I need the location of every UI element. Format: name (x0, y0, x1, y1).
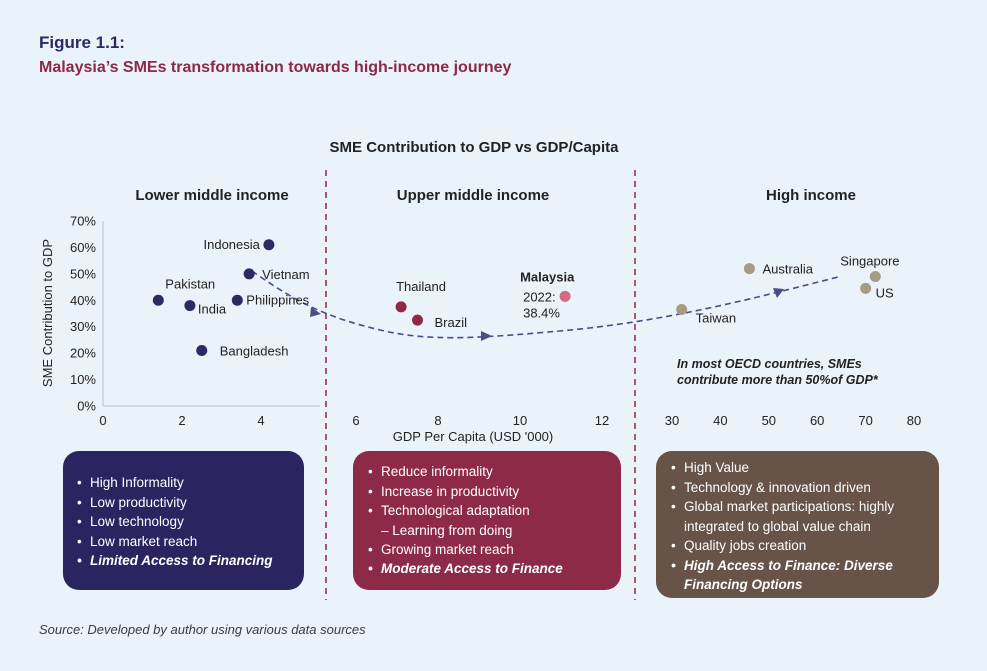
y-tick-label: 40% (70, 293, 96, 308)
box3-item: Technology & innovation driven (671, 478, 927, 498)
y-tick-label: 50% (70, 266, 96, 281)
data-point-label: Vietnam (262, 267, 309, 282)
y-tick-label: 10% (70, 372, 96, 387)
data-point-label: Brazil (435, 315, 468, 330)
x-tick-label: 50 (762, 413, 776, 428)
panel-header: Lower middle income (135, 187, 288, 204)
trend-arrow (310, 307, 321, 317)
trend-arrow (773, 288, 784, 298)
box1-item: Low technology (77, 512, 292, 532)
data-point-label: Pakistan (165, 276, 215, 291)
x-tick-label: 30 (665, 413, 679, 428)
oecd-note: In most OECD countries, SMEs (677, 357, 862, 371)
x-tick-label: 12 (595, 413, 609, 428)
y-tick-label: 70% (70, 214, 96, 229)
box1-item: High Informality (77, 473, 292, 493)
x-tick-label: 6 (352, 413, 359, 428)
data-point (412, 314, 423, 326)
data-point (869, 271, 881, 282)
box3-item: High Value (671, 458, 927, 478)
x-tick-label: 2 (178, 413, 185, 428)
trend-curve (251, 270, 839, 339)
data-point (860, 282, 872, 294)
trend-arrow (481, 331, 492, 341)
figure-title: Malaysia’s SMEs transformation towards h… (39, 59, 512, 76)
box1-item: Low productivity (77, 493, 292, 513)
data-point-label: Bangladesh (220, 344, 289, 359)
box2-item: Technological adaptation (368, 501, 609, 521)
x-tick-label: 70 (858, 413, 872, 428)
data-point (676, 304, 688, 316)
data-point (184, 300, 196, 312)
box1-item: Low market reach (77, 532, 292, 552)
panel-header: Upper middle income (397, 187, 550, 204)
figure-label: Figure 1.1: (39, 33, 125, 52)
x-axis-label: GDP Per Capita (USD '000) (393, 429, 553, 444)
data-point (243, 268, 255, 280)
x-tick-label: 10 (513, 413, 527, 428)
lower-middle-income-box: High Informality Low productivity Low te… (63, 451, 304, 590)
box2-item: Reduce informality (368, 462, 609, 482)
box3-emphasis: High Access to Finance: Diverse Financin… (671, 556, 927, 595)
data-point (196, 345, 208, 356)
data-point-label: Taiwan (696, 311, 736, 326)
y-tick-label: 30% (70, 319, 96, 334)
data-point (743, 263, 755, 275)
data-point-label: Singapore (840, 254, 899, 269)
data-point-label: Indonesia (204, 237, 261, 252)
chart-title: SME Contribution to GDP vs GDP/Capita (330, 139, 620, 156)
x-tick-label: 80 (907, 413, 921, 428)
x-tick-label: 8 (434, 413, 441, 428)
data-point-label: Australia (762, 262, 813, 277)
data-point (152, 294, 164, 306)
x-tick-label: 4 (257, 413, 264, 428)
data-point (559, 290, 571, 302)
y-tick-label: 20% (70, 346, 96, 361)
box3-item: Global market participations: highly int… (671, 497, 927, 536)
data-point-label: Philippines (246, 292, 309, 307)
data-point-label: Malaysia (520, 269, 575, 284)
data-point-note: 2022: (523, 289, 556, 304)
y-tick-label: 60% (70, 240, 96, 255)
upper-middle-income-box: Reduce informality Increase in productiv… (353, 451, 621, 590)
data-point-label: US (876, 285, 894, 300)
data-point-label: Thailand (396, 279, 446, 294)
data-point (231, 294, 243, 306)
box2-item: Increase in productivity (368, 482, 609, 502)
panel-header: High income (766, 187, 856, 204)
box2-sub-item: – Learning from doing (381, 522, 513, 538)
y-axis-label: SME Contribution to GDP (40, 239, 55, 387)
data-point-label: India (198, 302, 227, 317)
high-income-box: High Value Technology & innovation drive… (656, 451, 939, 598)
box1-emphasis: Limited Access to Financing (77, 551, 292, 571)
data-point-note: 38.4% (523, 305, 560, 320)
y-tick-label: 0% (77, 399, 96, 414)
x-tick-label: 60 (810, 413, 824, 428)
box2-item: Growing market reach (368, 540, 609, 560)
x-tick-label: 40 (713, 413, 727, 428)
box3-item: Quality jobs creation (671, 536, 927, 556)
data-point (263, 239, 275, 251)
data-point (395, 301, 407, 313)
source-note: Source: Developed by author using variou… (39, 622, 366, 637)
box2-emphasis: Moderate Access to Finance (368, 559, 609, 579)
x-tick-label: 0 (99, 413, 106, 428)
oecd-note: contribute more than 50%of GDP* (677, 373, 879, 387)
